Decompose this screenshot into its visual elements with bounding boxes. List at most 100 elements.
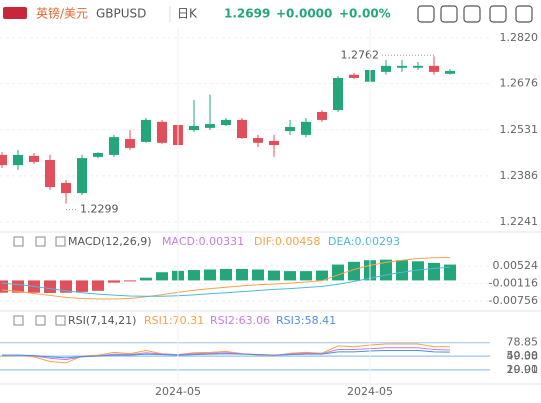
macd-bar xyxy=(156,272,168,281)
candle-body xyxy=(317,111,327,120)
candle-body xyxy=(45,160,55,188)
y-tick-label: 19.91 xyxy=(507,363,539,376)
settings-icon[interactable] xyxy=(35,315,46,326)
settings-icon[interactable] xyxy=(35,236,46,247)
y-tick-label: 78.85 xyxy=(507,336,539,349)
legend-entry: DIF:0.00458 xyxy=(254,235,320,248)
indicator-line xyxy=(1,266,451,297)
candle-body xyxy=(93,153,103,157)
y-tick-label: 1.2241 xyxy=(500,215,539,228)
legend-entry: MACD:0.00331 xyxy=(162,235,244,248)
candle-body xyxy=(205,124,215,128)
y-tick-label: 20.00 xyxy=(507,363,539,376)
candle-body xyxy=(13,154,23,166)
annotation: 1.2762 xyxy=(341,48,380,61)
macd-bar xyxy=(76,280,88,292)
expand-icon[interactable] xyxy=(55,315,66,326)
candle-body xyxy=(61,182,71,194)
legend-entry: RSI1:70.31 xyxy=(144,314,204,327)
x-tick-label: 2024-05 xyxy=(155,385,201,398)
y-tick-label: 1.2820 xyxy=(500,31,539,44)
macd-bar xyxy=(348,261,360,281)
y-tick-label: -0.00756 xyxy=(489,294,538,307)
candle-body xyxy=(285,126,295,132)
pair-name: 英镑/美元 xyxy=(36,6,88,21)
candle-body xyxy=(253,138,263,143)
period[interactable]: 日K xyxy=(177,7,198,21)
macd-bar xyxy=(140,277,152,281)
y-tick-label: 1.2676 xyxy=(500,77,539,90)
candle-body xyxy=(125,139,135,148)
macd-bar xyxy=(428,262,440,281)
candle-body xyxy=(221,119,231,126)
indicator-title: RSI(7,14,21) xyxy=(68,314,136,327)
legend-entry: RSI2:63.06 xyxy=(210,314,270,327)
indicator-line xyxy=(1,256,451,300)
y-tick-label: 0.00524 xyxy=(493,259,539,272)
macd-bar xyxy=(412,261,424,281)
flag-icon xyxy=(3,7,27,19)
price: 1.2699 xyxy=(224,7,270,21)
y-tick-label: 49.38 xyxy=(507,349,539,362)
macd-bar xyxy=(60,280,72,293)
symbol: GBPUSD xyxy=(96,7,146,21)
candle-body xyxy=(157,121,167,143)
tool-button[interactable] xyxy=(515,5,533,23)
macd-bar xyxy=(108,280,120,283)
tool-button[interactable] xyxy=(463,5,481,23)
tool-button[interactable] xyxy=(489,5,507,23)
y-tick-label: 50.00 xyxy=(507,349,539,362)
indicator-line xyxy=(2,349,451,359)
indicator-title: MACD(12,26,9) xyxy=(68,235,152,248)
candle-body xyxy=(29,155,39,162)
legend-entry: RSI3:58.41 xyxy=(276,314,336,327)
x-tick-label: 2024-05 xyxy=(347,385,393,398)
macd-bar xyxy=(316,270,328,281)
candle-body xyxy=(77,158,87,194)
macd-bar xyxy=(236,268,248,281)
macd-bar xyxy=(44,280,56,293)
macd-bar xyxy=(92,280,104,291)
macd-bar xyxy=(188,270,200,281)
y-tick-label: -0.00116 xyxy=(489,277,538,290)
candle-body xyxy=(445,70,455,74)
macd-bar xyxy=(300,271,312,281)
candle-body xyxy=(109,137,119,155)
candle-body xyxy=(397,65,407,68)
macd-bar xyxy=(204,269,216,281)
macd-bar xyxy=(284,271,296,281)
candle-body xyxy=(237,119,247,139)
candle-body xyxy=(301,121,311,135)
candle-body xyxy=(429,65,439,72)
candle-body xyxy=(269,140,279,146)
y-tick-label: 1.2531 xyxy=(500,123,539,136)
tool-button[interactable] xyxy=(440,5,458,23)
macd-bar xyxy=(12,280,24,293)
eye-icon[interactable] xyxy=(13,315,24,326)
macd-bar xyxy=(124,280,136,282)
change-pct: +0.00% xyxy=(339,7,391,21)
expand-icon[interactable] xyxy=(55,236,66,247)
y-tick-label: 1.2386 xyxy=(500,169,539,182)
macd-bar xyxy=(252,269,264,281)
candle-body xyxy=(413,65,423,68)
macd-bar xyxy=(0,280,8,293)
indicator-line xyxy=(2,347,451,361)
tool-button[interactable] xyxy=(417,5,435,23)
change: +0.0000 xyxy=(276,7,332,21)
candle-body xyxy=(333,77,343,111)
macd-bar xyxy=(396,260,408,281)
legend-entry: DEA:0.00293 xyxy=(328,235,400,248)
macd-bar xyxy=(332,264,344,281)
macd-bar xyxy=(220,268,232,281)
candle-body xyxy=(0,154,7,166)
annotation: 1.2299 xyxy=(80,203,119,216)
candle-body xyxy=(189,125,199,131)
candle-body xyxy=(349,74,359,78)
macd-bar xyxy=(444,264,456,281)
candle-body xyxy=(141,119,151,142)
eye-icon[interactable] xyxy=(13,236,24,247)
candle-body xyxy=(381,65,391,72)
